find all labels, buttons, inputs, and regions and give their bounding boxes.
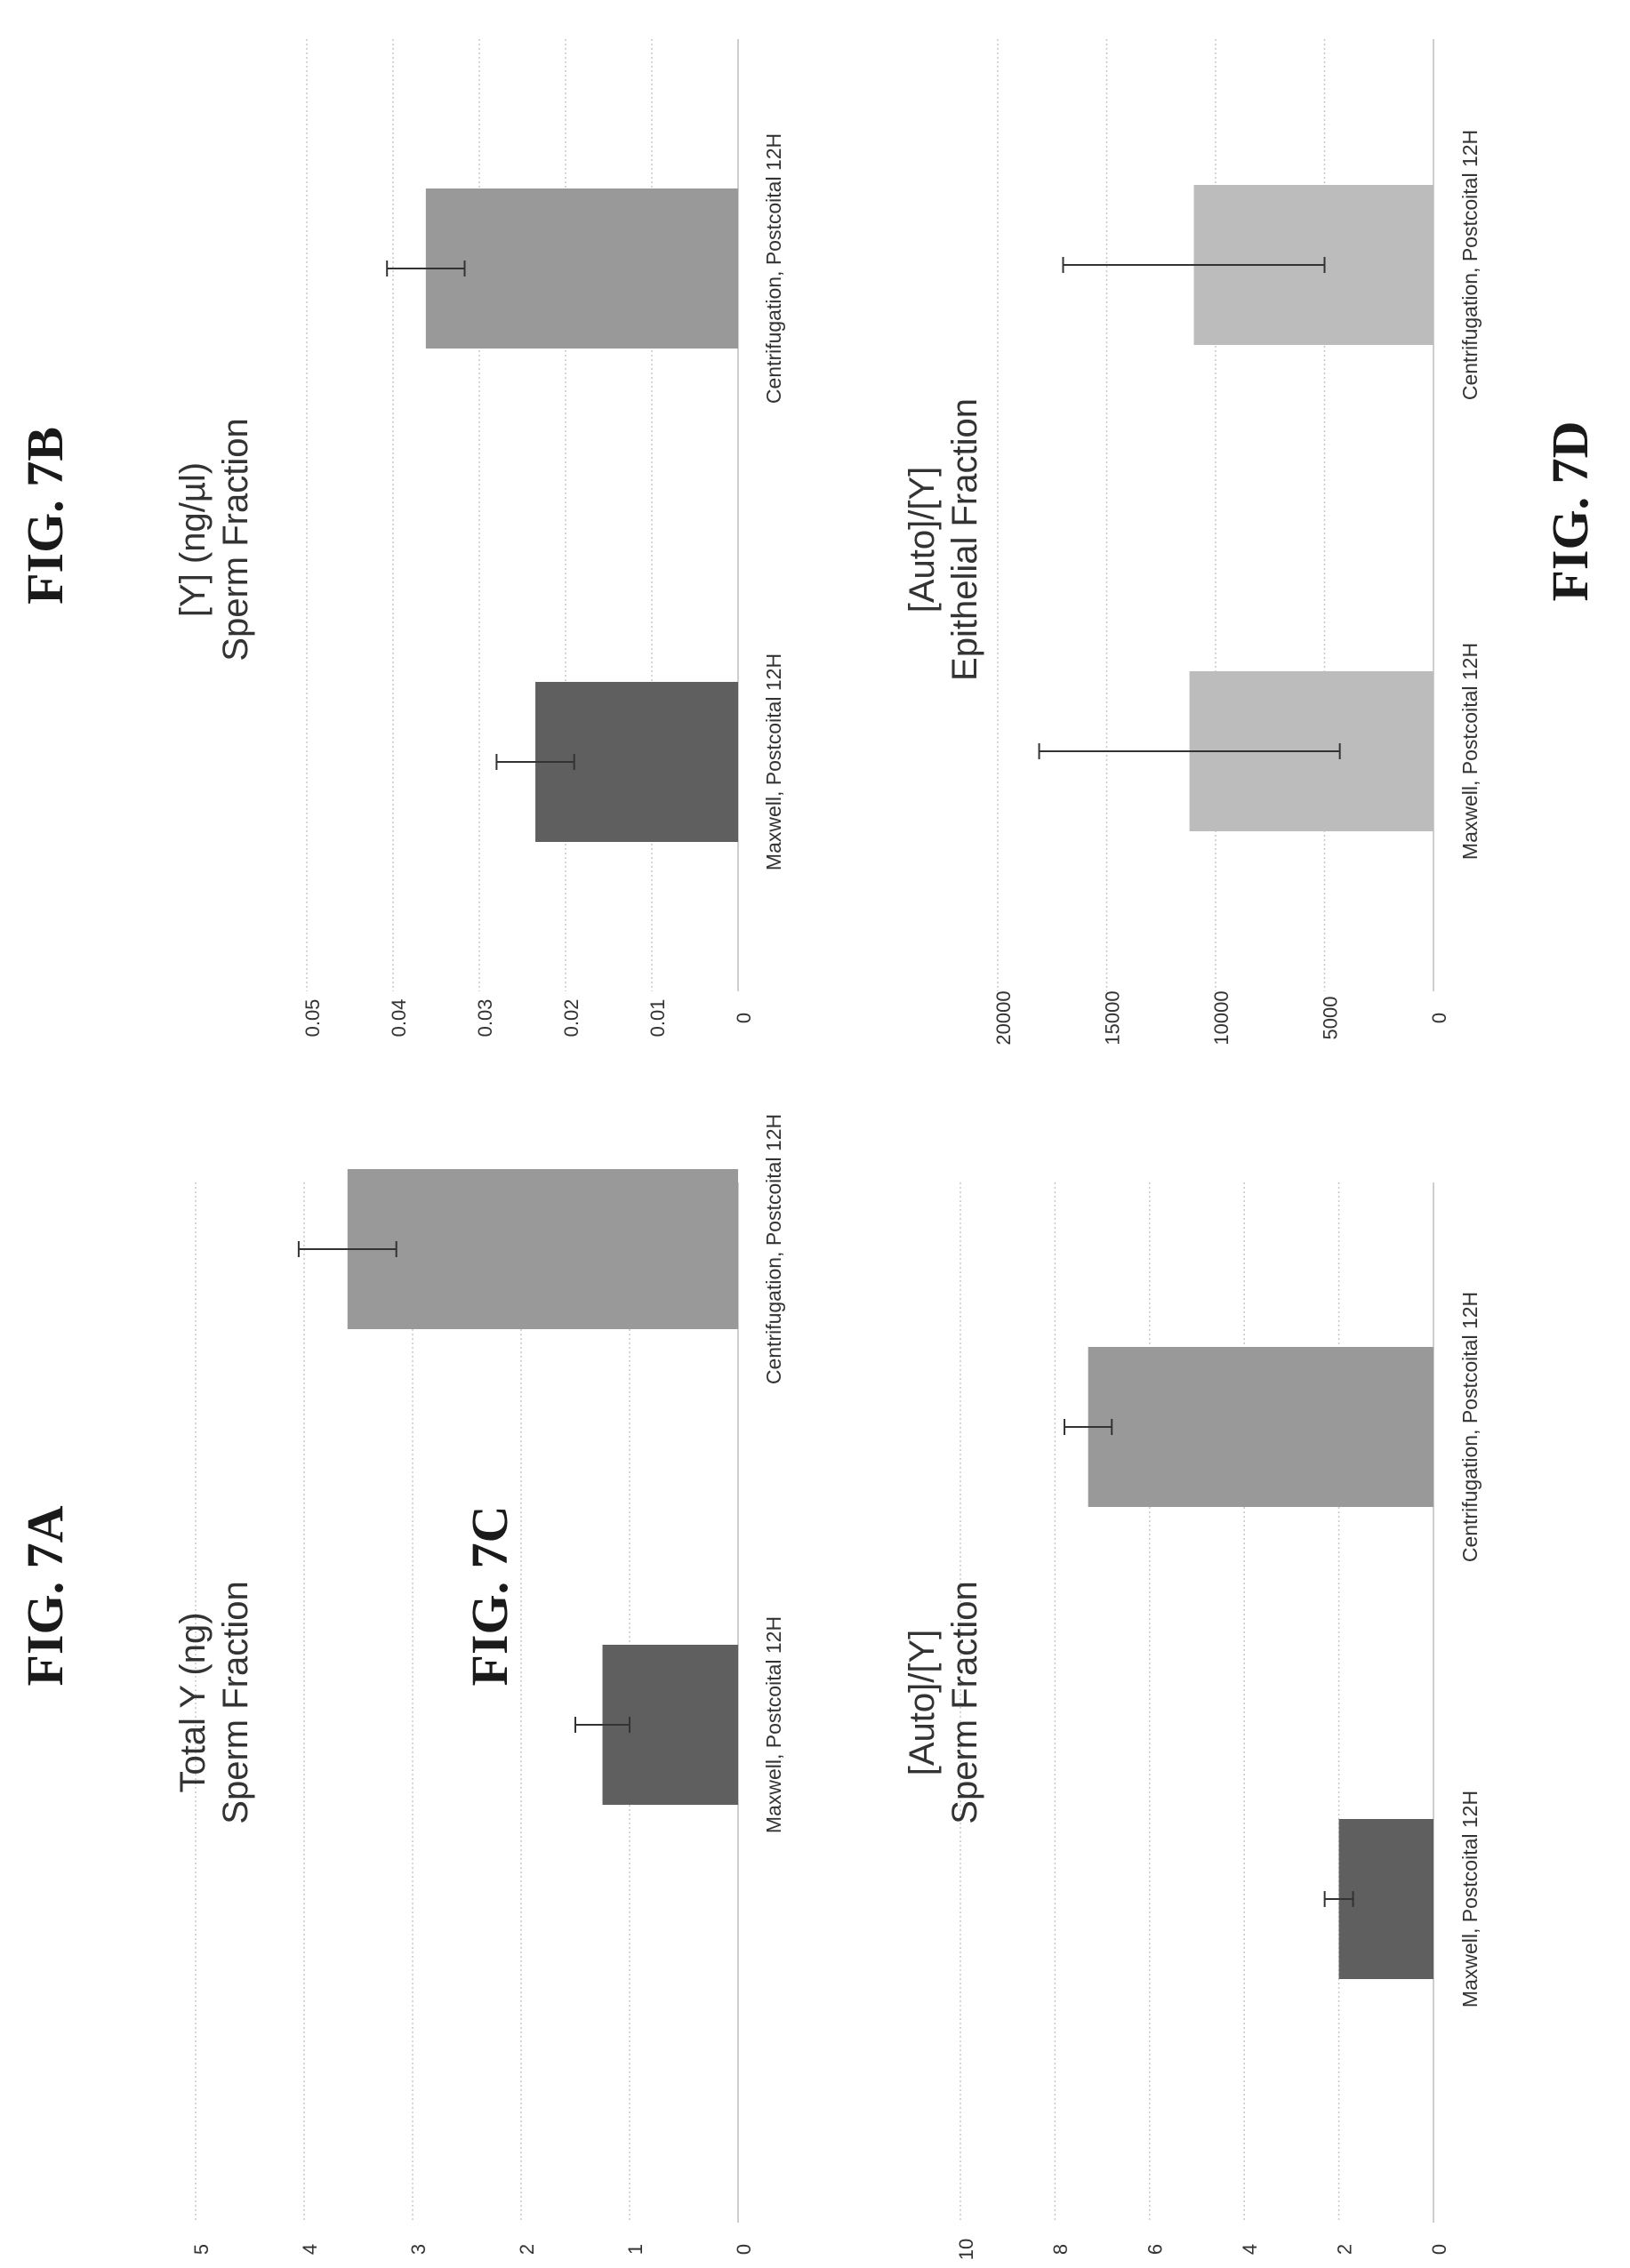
tick-label: 20000 [992, 990, 1015, 1045]
chart-title: Sperm Fraction [945, 1581, 984, 1823]
category-label: Maxwell, Postcoital 12H [1458, 643, 1481, 860]
tick-label: 5 [190, 2244, 213, 2255]
tick-label: 5000 [1319, 997, 1341, 1040]
bar [347, 1169, 738, 1329]
fig-label-7a: FIG. 7A [16, 1505, 74, 1686]
category-label: Maxwell, Postcoital 12H [762, 1616, 785, 1833]
bar [1338, 1819, 1433, 1979]
category-label: Maxwell, Postcoital 12H [1458, 1791, 1481, 2008]
tick-label: 4 [299, 2244, 321, 2255]
tick-label: 2 [1333, 2244, 1355, 2255]
tick-label: 0.03 [474, 999, 496, 1038]
chart-title: Sperm Fraction [216, 1581, 255, 1823]
category-label: Centrifugation, Postcoital 12H [1458, 1292, 1481, 1562]
tick-label: 0 [733, 1013, 755, 1023]
tick-label: 10000 [1210, 990, 1233, 1045]
tick-label: 6 [1144, 2244, 1167, 2255]
bar [1088, 1347, 1433, 1507]
chart-title: [Auto]/[Y] [903, 1630, 942, 1776]
tick-label: 2 [516, 2244, 538, 2255]
tick-label: 0 [1428, 2244, 1450, 2255]
chart-7b-y-concentration: 0 0.01 0.02 0.03 0.04 0.05 Maxwell, Postcoital… [173, 39, 785, 1037]
tick-label: 0 [733, 2244, 755, 2255]
tick-label: 15000 [1101, 990, 1123, 1045]
category-label: Centrifugation, Postcoital 12H [762, 133, 785, 404]
category-label: Maxwell, Postcoital 12H [762, 653, 785, 870]
chart-title: [Auto]/[Y] [903, 467, 942, 613]
tick-label: 8 [1049, 2244, 1072, 2255]
chart-title: Epithelial Fraction [945, 398, 984, 681]
tick-label: 0.02 [560, 999, 582, 1038]
fig-label-7b: FIG. 7B [16, 427, 74, 605]
chart-title: Total Y (ng) [173, 1612, 213, 1792]
tick-label: 4 [1239, 2244, 1261, 2255]
tick-label: 0.05 [301, 999, 324, 1038]
tick-label: 10 [955, 2239, 977, 2260]
tick-label: 3 [407, 2244, 430, 2255]
chart-7d-auto-y-epithelial: 0 5000 10000 15000 20000 Maxwell, Postcoital … [903, 39, 1481, 1046]
category-label: Centrifugation, Postcoital 12H [762, 1114, 785, 1384]
chart-7c-auto-y-sperm: 0 2 4 6 8 10 Maxwell, Postcoital 12H Centrifuga… [903, 1182, 1481, 2260]
chart-7a-total-y: 0 1 2 3 4 5 Maxwell, Postcoital 12H Centrifugat… [173, 1114, 785, 2255]
tick-label: 1 [624, 2244, 646, 2255]
category-label: Centrifugation, Postcoital 12H [1458, 130, 1481, 400]
tick-label: 0.04 [388, 999, 410, 1038]
tick-label: 0.01 [646, 999, 669, 1038]
tick-label: 0 [1428, 1013, 1450, 1023]
chart-title: [Y] (ng/µl) [173, 462, 213, 617]
chart-title: Sperm Fraction [216, 418, 255, 661]
fig-label-7d: FIG. 7D [1541, 421, 1599, 602]
bar [425, 188, 738, 349]
fig-label-7c: FIG. 7C [461, 1506, 518, 1687]
